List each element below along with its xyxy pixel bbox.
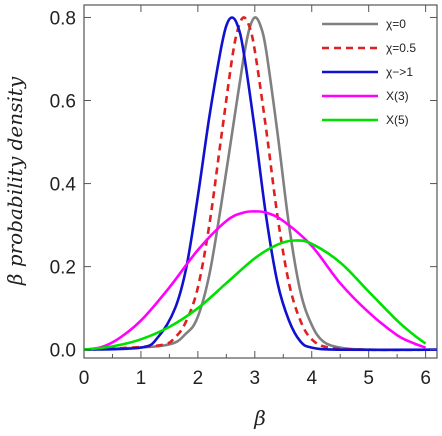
axis-ticks: 0 1 2 3 4 5 6 0.0 0.2 0.4 0.6 0.8 <box>50 5 437 389</box>
series-line <box>83 239 427 351</box>
x-tick-label: 5 <box>363 368 374 389</box>
series-line <box>83 210 427 351</box>
legend: χ=0 χ=0.5 χ−>1 X(3) X(5) <box>322 17 416 127</box>
y-axis-title: β probability density <box>3 76 27 286</box>
x-tick-label: 3 <box>250 368 261 389</box>
x-tick-label: 1 <box>136 368 147 389</box>
y-tick-label: 0.0 <box>50 341 76 362</box>
x-tick-label: 6 <box>420 368 431 389</box>
plot-frame <box>83 4 438 359</box>
legend-label: χ−>1 <box>386 65 413 79</box>
y-tick-label: 0.2 <box>50 258 76 279</box>
series-curves <box>83 16 438 352</box>
legend-label: χ=0.5 <box>386 41 416 55</box>
legend-label: X(5) <box>386 113 409 127</box>
x-tick-label: 4 <box>306 368 317 389</box>
x-axis-title: β <box>253 406 266 430</box>
plot-area: 0 1 2 3 4 5 6 0.0 0.2 0.4 0.6 0.8 <box>50 4 438 389</box>
y-tick-label: 0.8 <box>50 8 76 29</box>
x-tick-label: 0 <box>79 368 90 389</box>
y-tick-label: 0.4 <box>50 175 77 196</box>
x-tick-label: 2 <box>193 368 204 389</box>
legend-label: X(3) <box>386 89 409 103</box>
series-line <box>83 16 438 352</box>
legend-label: χ=0 <box>386 17 406 31</box>
y-tick-label: 0.6 <box>50 92 76 113</box>
series-line <box>83 16 438 352</box>
